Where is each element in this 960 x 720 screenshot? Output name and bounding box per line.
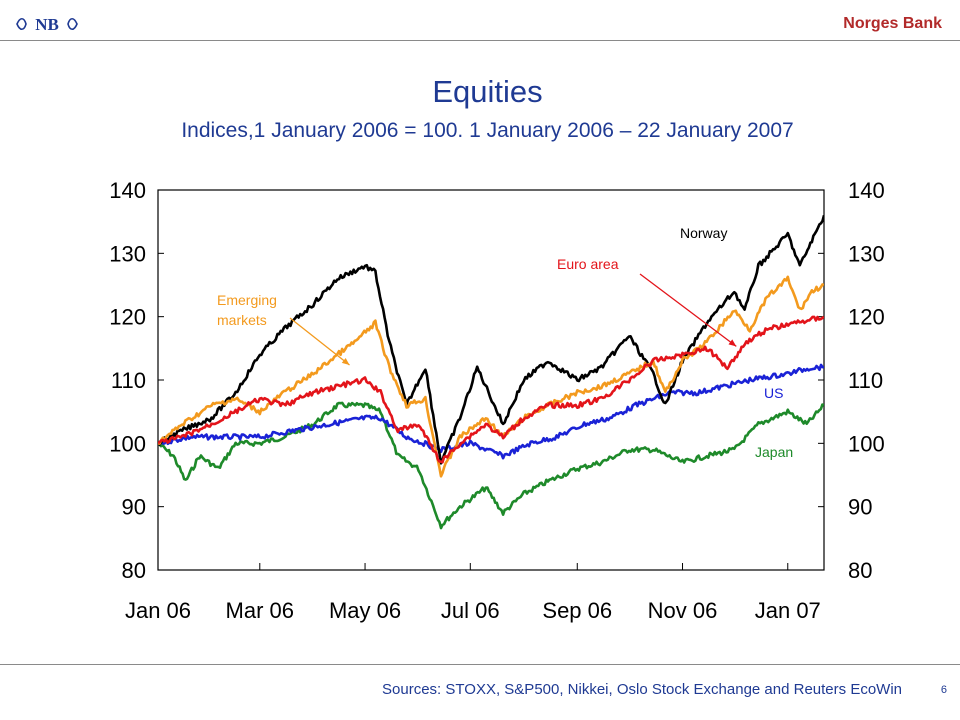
y-tick-label-left: 100: [109, 431, 146, 456]
y-tick-label-left: 80: [122, 558, 146, 583]
y-tick-label-left: 90: [122, 495, 146, 520]
y-tick-label-right: 130: [848, 241, 885, 266]
label-us: US: [764, 385, 783, 401]
label-emerging-markets: Emerging markets: [217, 292, 277, 328]
label-japan: Japan: [755, 444, 793, 460]
emerging-markets-arrow: [289, 317, 350, 366]
header-divider: [0, 40, 960, 41]
norges-bank-logo: NB: [16, 15, 78, 34]
series-line-norway: [158, 214, 824, 465]
euro-area-arrow: [639, 273, 737, 347]
x-tick-label: Mar 06: [226, 598, 294, 623]
series-line-japan: [158, 401, 824, 530]
label-norway: Norway: [680, 225, 727, 241]
y-tick-label-right: 80: [848, 558, 872, 583]
y-tick-label-left: 120: [109, 305, 146, 330]
y-tick-label-right: 140: [848, 178, 885, 203]
y-tick-label-left: 130: [109, 241, 146, 266]
footer-divider: [0, 664, 960, 665]
x-tick-label: Jan 06: [125, 598, 191, 623]
y-tick-label-right: 100: [848, 431, 885, 456]
x-tick-label: Jan 07: [755, 598, 821, 623]
y-tick-label-left: 140: [109, 178, 146, 203]
brand-name: Norges Bank: [843, 15, 942, 32]
y-tick-label-left: 110: [111, 368, 146, 393]
x-tick-label: Sep 06: [542, 598, 612, 623]
y-tick-label-right: 120: [848, 305, 885, 330]
page-number: 6: [940, 684, 947, 696]
y-tick-label-right: 90: [848, 495, 872, 520]
series-line-euro-area: [158, 315, 824, 464]
emerging-markets-arrow-head: [341, 357, 350, 365]
euro-area-arrow-head: [728, 339, 737, 347]
x-tick-label: May 06: [329, 598, 401, 623]
series-line-us: [158, 363, 824, 460]
x-tick-label: Jul 06: [441, 598, 500, 623]
label-euro-area: Euro area: [557, 256, 619, 272]
y-tick-label-right: 110: [848, 368, 883, 393]
sources-note: Sources: STOXX, S&P500, Nikkei, Oslo Sto…: [382, 681, 902, 698]
chart-subtitle: Indices,1 January 2006 = 100. 1 January …: [181, 119, 794, 142]
chart-title: Equities: [432, 74, 543, 109]
plot-frame: [157, 189, 825, 571]
x-tick-label: Nov 06: [648, 598, 718, 623]
logo-text: NB: [35, 15, 59, 34]
